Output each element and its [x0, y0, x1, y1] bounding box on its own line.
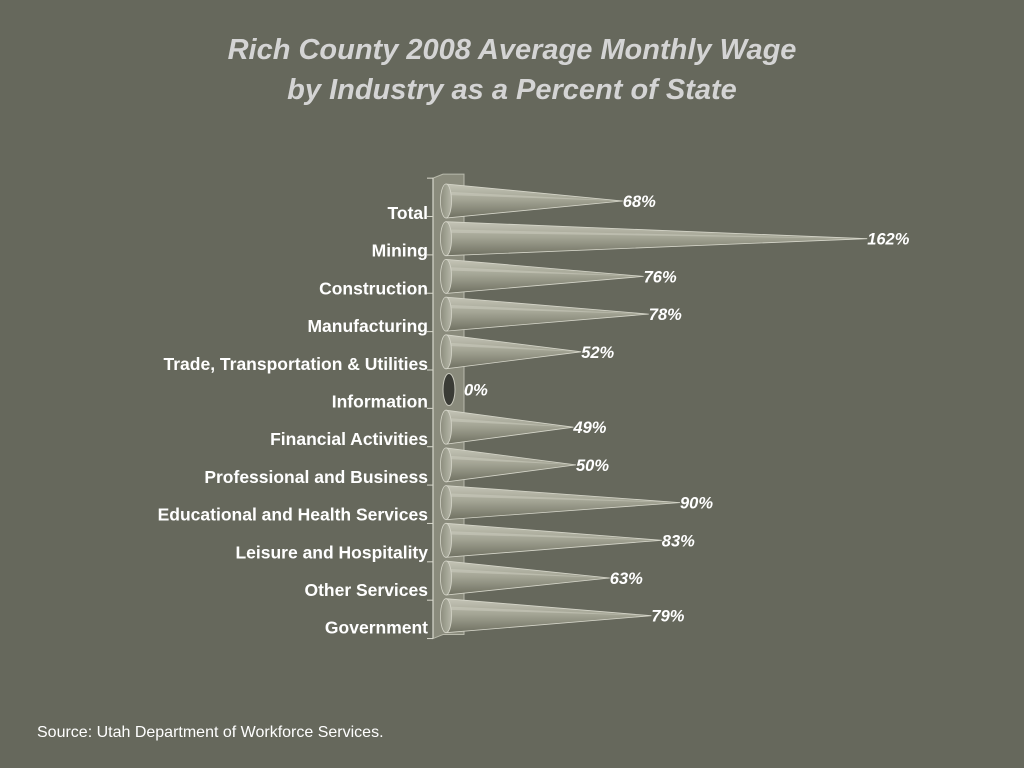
category-label: Educational and Health Services [158, 505, 429, 525]
cone-bar [445, 560, 610, 596]
category-label: Manufacturing [307, 316, 428, 336]
source-note: Source: Utah Department of Workforce Ser… [37, 724, 384, 741]
category-label: Financial Activities [270, 429, 428, 449]
value-label: 49% [572, 419, 606, 437]
cone-bar [445, 334, 582, 370]
cone-base [440, 183, 452, 219]
cone-base [440, 334, 452, 370]
category-label: Professional and Business [204, 467, 428, 487]
cone-base [440, 409, 452, 445]
value-label: 83% [662, 532, 695, 550]
value-label: 76% [644, 268, 677, 286]
cone-bar [445, 447, 577, 483]
cone-highlight [446, 267, 644, 277]
cone-highlight [446, 606, 652, 616]
cone-base [440, 447, 452, 483]
cone-bar [445, 183, 623, 219]
cone-base [440, 296, 452, 332]
cone-base-zero [442, 373, 456, 406]
value-label: 78% [649, 306, 682, 324]
cone-highlight [446, 342, 582, 352]
value-label: 50% [576, 457, 609, 475]
chart-title-line-1: Rich County 2008 Average Monthly Wage [227, 34, 797, 66]
cone-highlight [446, 493, 680, 503]
value-label: 79% [651, 608, 684, 626]
cone-bar [445, 258, 644, 294]
value-label: 90% [680, 495, 713, 513]
category-label: Government [325, 618, 428, 638]
value-label: 162% [867, 231, 910, 249]
chart-title-line-2: by Industry as a Percent of State [287, 74, 737, 106]
chart-title: Rich County 2008 Average Monthly Wage by… [0, 30, 1024, 110]
category-label: Mining [372, 241, 428, 261]
cone-base [440, 221, 452, 257]
cone-base [440, 598, 452, 634]
cone-bar [445, 598, 652, 634]
cone-base [440, 485, 452, 521]
value-label: 0% [464, 382, 488, 400]
cone-bar [445, 296, 649, 332]
cone-base [440, 522, 452, 558]
category-label: Total [387, 203, 428, 223]
value-label: 52% [581, 344, 614, 362]
cone-highlight [446, 530, 662, 541]
cone-highlight [446, 455, 576, 465]
cone-bar [445, 522, 662, 558]
cone-base [440, 258, 452, 294]
cone-bar [445, 409, 574, 445]
category-label: Information [332, 392, 428, 412]
category-label: Leisure and Hospitality [235, 542, 428, 562]
cone-base [440, 560, 452, 596]
category-label: Construction [319, 278, 428, 298]
cone-highlight [446, 191, 623, 201]
cone-bar [445, 485, 681, 521]
cone-highlight [446, 229, 868, 239]
category-label: Trade, Transportation & Utilities [164, 354, 429, 374]
cone-highlight [446, 568, 610, 578]
cone-bar [445, 221, 868, 257]
value-label: 63% [610, 570, 643, 588]
cone-highlight [446, 304, 649, 315]
value-label: 68% [623, 193, 656, 211]
cone-highlight [446, 417, 574, 428]
category-label: Other Services [304, 580, 428, 600]
